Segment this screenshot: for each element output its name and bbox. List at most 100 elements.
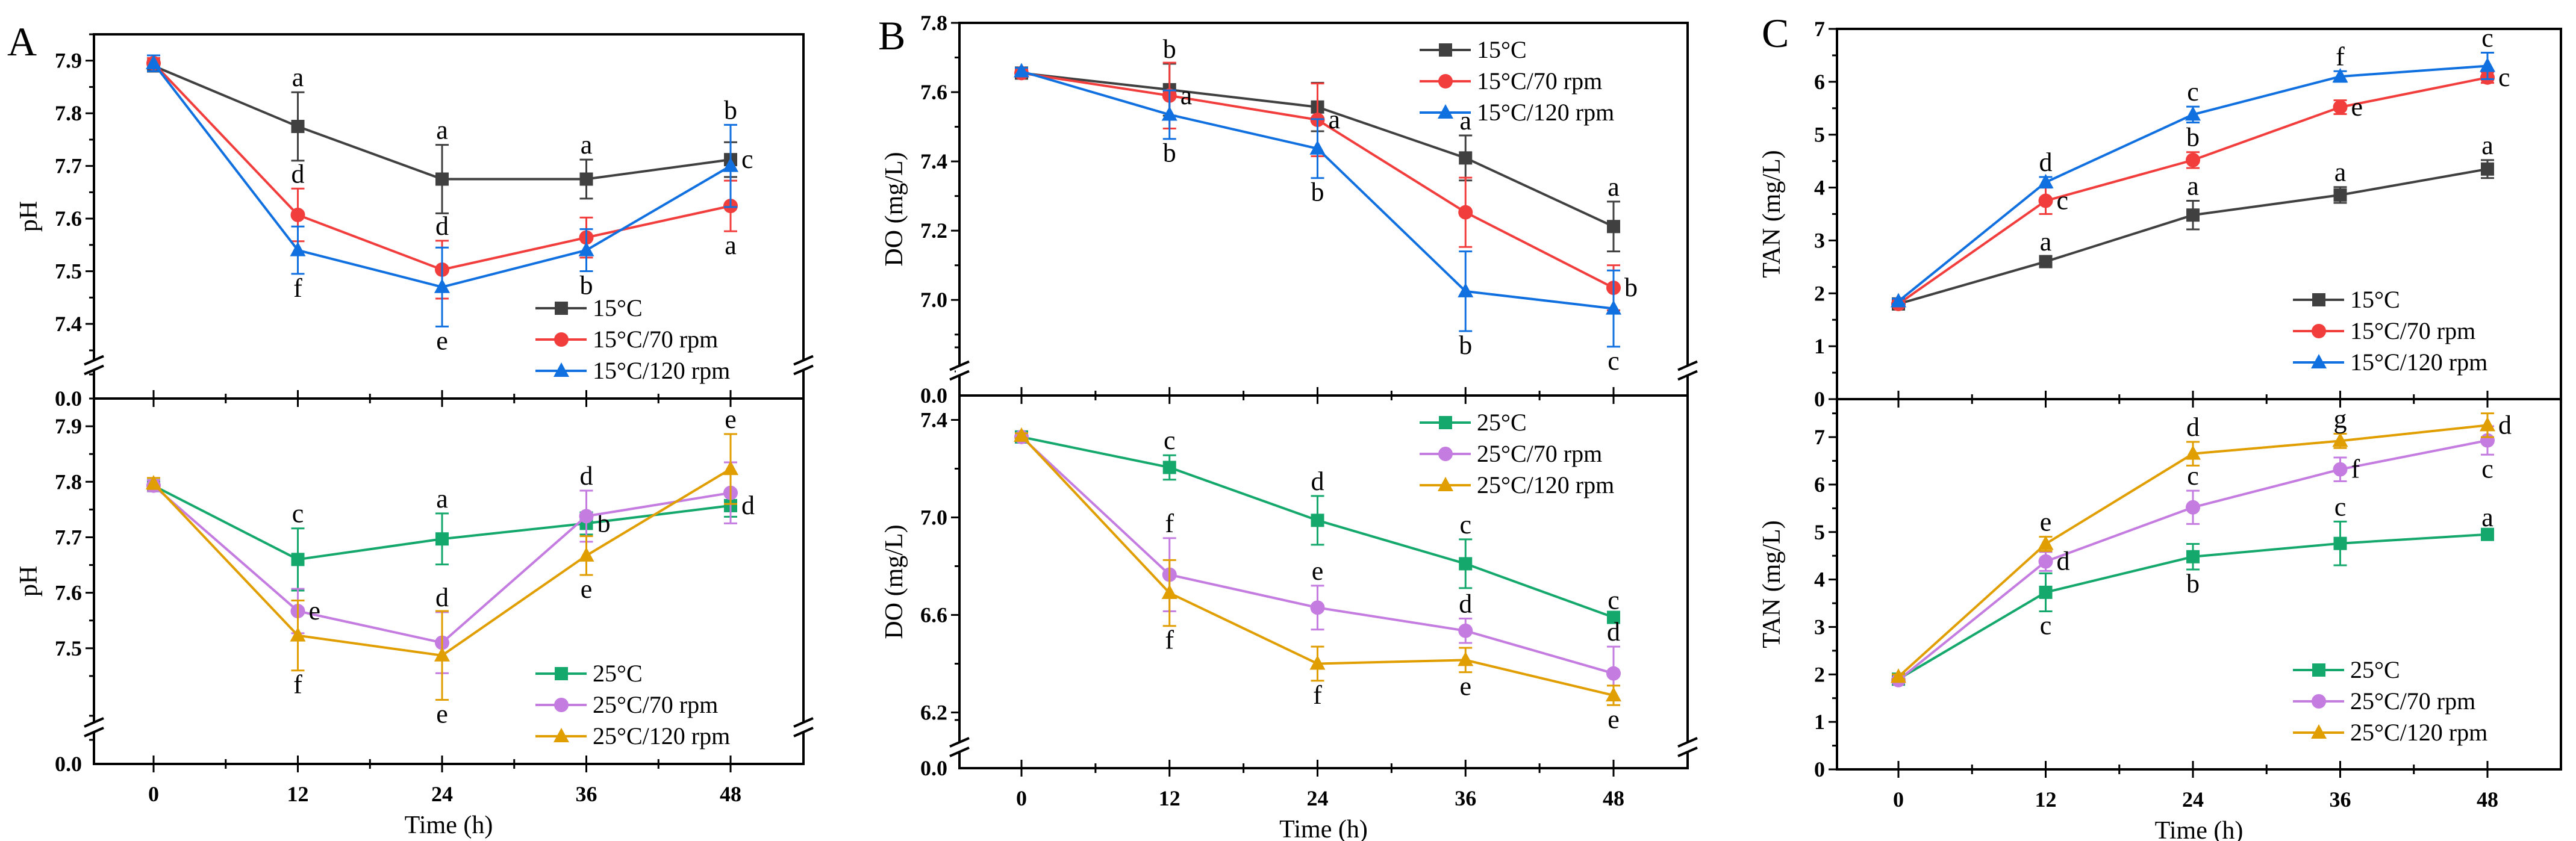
data-point-triangle (2185, 445, 2201, 460)
significance-letter: d (292, 159, 305, 188)
axis-break-mark (1677, 737, 1698, 748)
y-axis-label: DO (mg/L) (881, 524, 908, 639)
legend-item: 25°C/70 rpm (2293, 687, 2475, 715)
data-point-square (2481, 162, 2494, 176)
legend-marker-circle (2312, 324, 2326, 338)
x-tick-label: 24 (431, 782, 453, 806)
y-tick-label: 2 (1814, 281, 1825, 305)
legend-marker-square (2312, 663, 2325, 677)
legend-item: 15°C/120 rpm (2293, 349, 2487, 376)
y-tick-label: 6 (1814, 473, 1825, 497)
legend-item: 25°C/120 rpm (2293, 719, 2487, 746)
data-point-square (291, 120, 305, 134)
significance-letter: d (435, 211, 449, 241)
legend-label: 15°C/120 rpm (2350, 349, 2487, 376)
legend-item: 25°C (1420, 409, 1527, 436)
data-point-triangle (1891, 668, 1906, 683)
legend-marker-circle (2312, 694, 2326, 709)
significance-letter: b (1163, 34, 1176, 64)
data-point-square (291, 553, 305, 566)
legend-label: 15°C/70 rpm (1477, 67, 1602, 95)
y-tick-label: 7.8 (55, 101, 82, 125)
y-tick-label: 7.9 (55, 414, 82, 438)
series-25-c-120-rpm: f f e e (1014, 427, 1621, 734)
data-point-triangle (723, 461, 738, 476)
data-point-square (2186, 208, 2200, 222)
data-point-square (2333, 536, 2347, 550)
significance-letter: f (1165, 509, 1174, 538)
significance-letter: f (293, 670, 302, 700)
legend-marker-circle (1438, 74, 1453, 88)
significance-letter: d (435, 583, 449, 612)
significance-letter: c (1459, 510, 1471, 539)
axis-break-mark (949, 360, 970, 371)
legend-label: 25°C/70 rpm (2350, 687, 2475, 715)
significance-letter: c (2187, 461, 2199, 491)
legend-item: 25°C/120 rpm (1420, 471, 1614, 498)
panel-A: A 7.4 7.5 7.6 7.7 7.8 7.9 0.0 a a a c 15°C d d a 15°C/70… (7, 19, 814, 839)
y-tick-label: 7.4 (920, 149, 947, 173)
significance-letter: b (724, 95, 737, 125)
data-point-triangle (1458, 651, 1474, 666)
legend-item: 15°C (1420, 36, 1527, 63)
significance-letter: a (436, 116, 448, 145)
legend-label: 25°C/70 rpm (593, 691, 718, 718)
y-tick-label: 7.5 (55, 259, 82, 284)
data-point-triangle (1891, 293, 1906, 308)
legend-marker-triangle (554, 362, 569, 377)
significance-letter: e (1608, 704, 1620, 734)
axis-break-mark (84, 355, 104, 366)
y-tick-label: 7.7 (55, 525, 82, 549)
legend-label: 25°C/120 rpm (593, 722, 730, 749)
data-point-circle (2038, 554, 2053, 569)
legend-label: 25°C (2350, 656, 2400, 683)
significance-letter: b (2186, 123, 2200, 152)
y-axis-label: pH (15, 201, 43, 232)
significance-letter: b (2186, 569, 2200, 598)
significance-letter: c (1608, 585, 1620, 615)
significance-letter: c (2498, 63, 2510, 92)
y-tick-label: 6.2 (920, 700, 947, 724)
legend-label: 15°C (1477, 36, 1527, 63)
legend-label: 25°C/70 rpm (1477, 440, 1602, 467)
data-point-triangle (290, 241, 306, 256)
y-tick-label: 4 (1814, 568, 1825, 592)
axis-break-mark (84, 717, 104, 728)
y-tick-label: 7.0 (920, 505, 947, 529)
panel-label: C (1762, 10, 1789, 56)
y-tick-label: 3 (1814, 228, 1825, 252)
y-tick-label: 7.9 (55, 49, 82, 73)
x-tick-label: 24 (2182, 787, 2204, 812)
data-point-circle (1458, 623, 1473, 638)
x-axis-label: Time (h) (1279, 816, 1368, 841)
data-point-triangle (1014, 63, 1029, 78)
significance-letter: f (1165, 625, 1174, 655)
legend-item: 15°C/70 rpm (1420, 67, 1602, 95)
legend-marker-triangle (2311, 354, 2327, 368)
x-tick-label: 12 (2035, 787, 2057, 812)
legend-label: 15°C/70 rpm (593, 326, 718, 353)
data-point-square (1162, 461, 1176, 474)
x-tick-label: 0 (1893, 787, 1904, 812)
series-15-c: a a a c (147, 59, 753, 214)
subplot-top: 7.4 7.5 7.6 7.7 7.8 7.9 0.0 a a a c 15°C d d a 15°C/70 … (15, 33, 814, 411)
legend-label: 15°C/120 rpm (593, 357, 730, 384)
significance-letter: c (1608, 346, 1620, 376)
axis-break-mark (949, 746, 970, 757)
legend-marker-triangle (2311, 724, 2327, 739)
legend-item: 25°C/70 rpm (535, 691, 718, 718)
y-tick-label: 7.5 (55, 636, 82, 660)
data-point-square (1459, 557, 1473, 571)
axis-break-mark (84, 727, 104, 737)
legend-item: 25°C/70 rpm (1420, 440, 1602, 467)
data-point-square (2039, 255, 2053, 268)
significance-letter: f (2336, 42, 2345, 71)
series-25-c-70-rpm: dc f c (1891, 425, 2495, 687)
y-axis-label: TAN (mg/L) (1758, 150, 1786, 278)
significance-letter: f (1313, 680, 1322, 710)
y-tick-label: 3 (1814, 615, 1825, 639)
legend-item: 15°C (535, 294, 643, 321)
